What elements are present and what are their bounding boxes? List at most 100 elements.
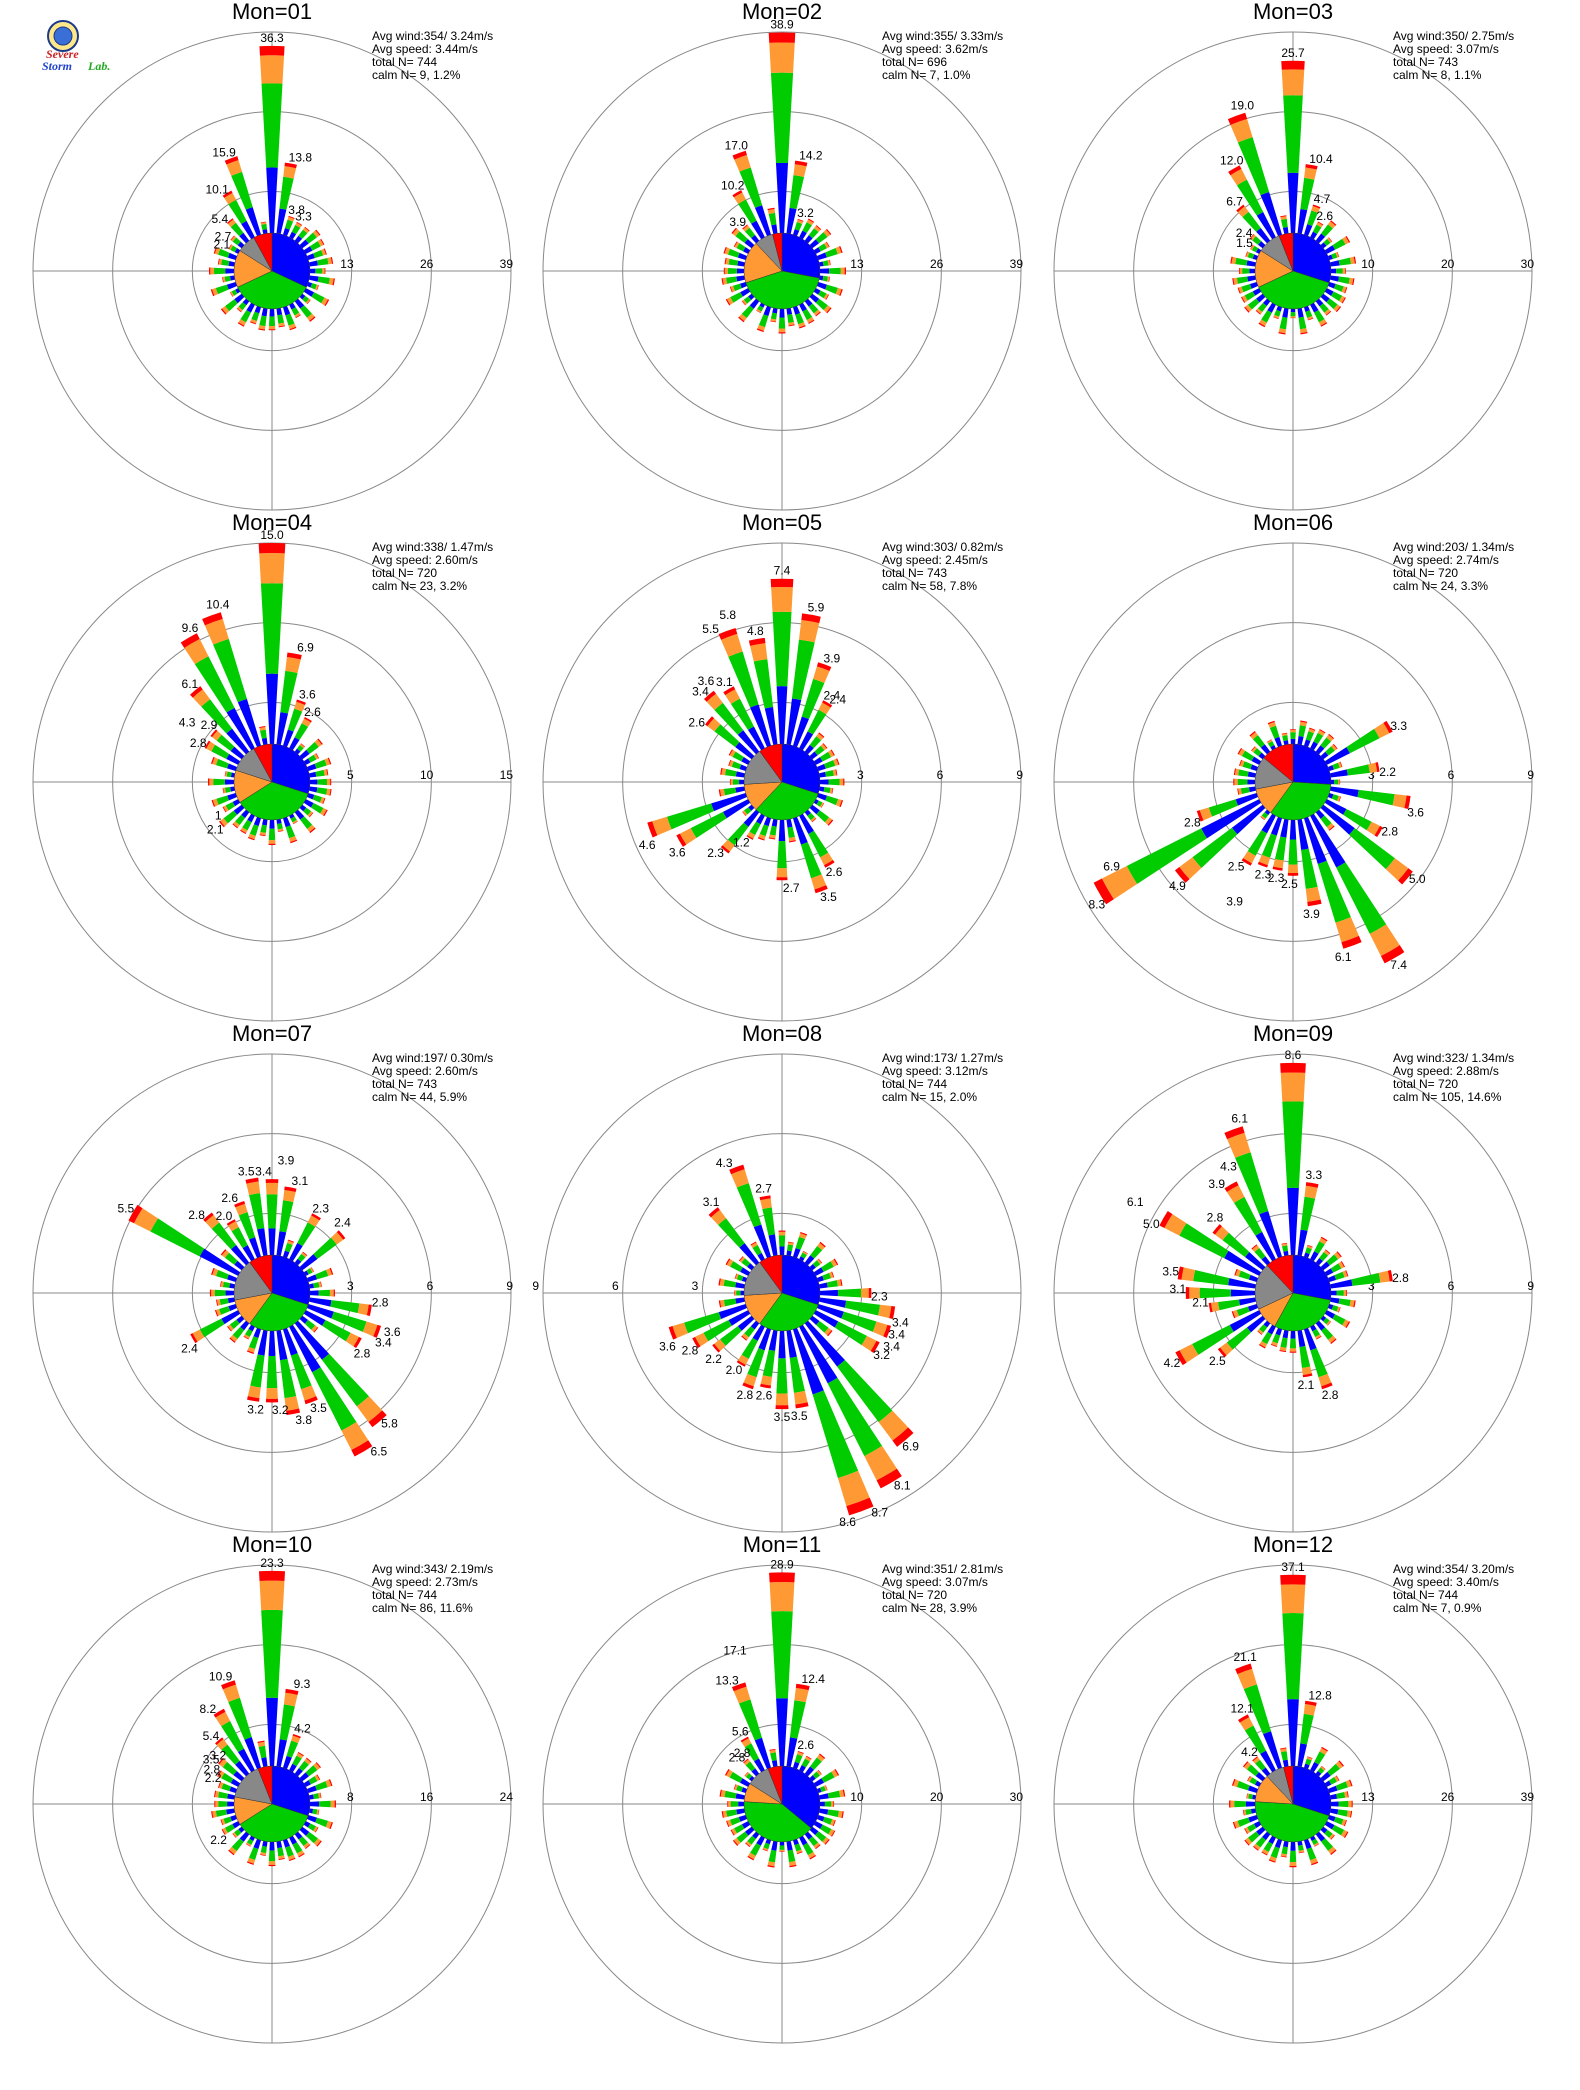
direction-bar-segment — [318, 1792, 321, 1799]
direction-bar-segment — [334, 1800, 336, 1808]
direction-bar-segment — [823, 229, 831, 237]
direction-bar-segment — [1310, 1761, 1319, 1773]
direction-bar-segment — [731, 1682, 747, 1692]
direction-bar-segment — [1259, 319, 1267, 327]
stats-line: Avg speed: 3.40m/s — [1393, 1575, 1499, 1589]
direction-bar-segment — [1333, 283, 1344, 292]
direction-bar-segment — [1248, 786, 1257, 793]
direction-bar-segment — [1241, 283, 1252, 293]
direction-bar-segment — [797, 1751, 804, 1757]
direction-bar-segment — [844, 267, 847, 275]
direction-bar-segment — [304, 1319, 316, 1330]
direction-bar-segment — [297, 1222, 316, 1247]
direction-bar-segment — [276, 1739, 287, 1768]
direction-bar-segment — [321, 297, 328, 306]
bar-value-label: 6.1 — [1231, 1112, 1248, 1126]
direction-bar-segment — [1274, 836, 1287, 861]
direction-bar-segment — [778, 1230, 786, 1232]
direction-bar-segment — [1250, 244, 1254, 250]
direction-bar-segment — [813, 247, 821, 254]
direction-bar-segment — [309, 812, 314, 818]
direction-bar-segment — [839, 246, 843, 254]
bar-value-label: 4.3 — [716, 1156, 733, 1170]
direction-bar-segment — [1281, 60, 1305, 70]
direction-bar-segment — [301, 1385, 317, 1401]
direction-bar-segment — [284, 1186, 297, 1192]
direction-bar-segment — [280, 670, 298, 714]
stats-line: Avg speed: 2.60m/s — [372, 553, 478, 567]
direction-bar-segment — [1287, 1187, 1299, 1256]
direction-bar-segment — [1233, 778, 1235, 786]
direction-bar-segment — [714, 1339, 726, 1351]
direction-bar-segment — [227, 763, 238, 772]
stats-line: calm N= 58, 7.8% — [882, 579, 977, 593]
direction-bar-segment — [771, 1760, 778, 1768]
direction-bar-segment — [242, 819, 252, 831]
direction-bar-segment — [787, 1849, 796, 1863]
direction-bar-segment — [240, 309, 252, 323]
direction-bar-segment — [747, 1348, 765, 1378]
direction-bar-segment — [733, 1686, 751, 1704]
direction-bar-segment — [746, 835, 754, 840]
direction-bar-segment — [786, 307, 793, 315]
direction-bar-segment — [794, 1843, 802, 1852]
direction-bar-segment — [1238, 788, 1242, 795]
direction-bar-segment — [306, 1757, 312, 1763]
direction-bar-segment — [1227, 112, 1248, 125]
direction-bar-segment — [1319, 1237, 1327, 1245]
direction-bar-segment — [769, 834, 776, 839]
direction-bar-segment — [265, 673, 279, 745]
direction-bar-segment — [210, 289, 215, 297]
direction-bar-segment — [743, 296, 752, 304]
direction-bar-segment — [720, 1789, 726, 1798]
direction-bar-segment — [1248, 1793, 1253, 1800]
direction-bar-segment — [1235, 1152, 1269, 1215]
ring-label: 26 — [420, 257, 434, 271]
bar-value-label: 5.4 — [211, 212, 228, 226]
direction-bar-segment — [261, 1609, 283, 1698]
direction-bar-segment — [309, 779, 318, 785]
direction-bar-segment — [731, 1169, 749, 1188]
lab-logo: Severe Storm Lab. — [30, 14, 130, 76]
bar-value-label: 28.9 — [770, 1557, 794, 1571]
direction-bar-segment — [214, 1309, 219, 1317]
bar-value-label: 17.1 — [723, 1643, 747, 1657]
direction-bar-segment — [1253, 748, 1262, 757]
direction-bar-segment — [128, 1204, 143, 1224]
direction-bar-segment — [775, 1405, 789, 1410]
direction-bar-segment — [328, 277, 334, 286]
direction-bar-segment — [744, 807, 752, 815]
direction-bar-segment — [283, 1692, 298, 1707]
ring-label: 13 — [340, 257, 354, 271]
direction-bar-segment — [226, 754, 241, 765]
direction-bar-segment — [1338, 779, 1340, 785]
direction-bar-segment — [778, 819, 786, 842]
direction-bar-segment — [315, 1269, 329, 1280]
direction-bar-segment — [736, 1360, 746, 1367]
direction-bar-segment — [808, 218, 815, 223]
direction-bar-segment — [730, 779, 733, 785]
direction-bar-segment — [290, 839, 298, 844]
ring-label: 10 — [420, 768, 434, 782]
direction-bar-segment — [218, 1800, 228, 1808]
direction-bar-segment — [830, 1819, 835, 1826]
direction-bar-segment — [236, 308, 242, 313]
direction-bar-segment — [1314, 1751, 1326, 1765]
direction-bar-segment — [1332, 743, 1338, 750]
bar-value-label: 6.7 — [1226, 194, 1243, 208]
direction-bar-segment — [1280, 1072, 1306, 1102]
calm-pie-slice — [271, 1765, 311, 1817]
direction-bar-segment — [1315, 1334, 1322, 1339]
direction-bar-segment — [1260, 816, 1265, 821]
direction-bar-segment — [1282, 1101, 1304, 1188]
direction-bar-segment — [745, 1826, 755, 1836]
direction-bar-segment — [308, 771, 317, 778]
direction-bar-segment — [210, 267, 215, 275]
direction-bar-segment — [1336, 1290, 1344, 1296]
direction-bar-segment — [309, 268, 316, 274]
direction-bar-segment — [1101, 865, 1138, 900]
direction-bar-segment — [261, 223, 268, 230]
direction-bar-segment — [767, 1861, 776, 1867]
direction-bar-segment — [1271, 1341, 1278, 1347]
direction-bar-segment — [318, 1281, 322, 1288]
